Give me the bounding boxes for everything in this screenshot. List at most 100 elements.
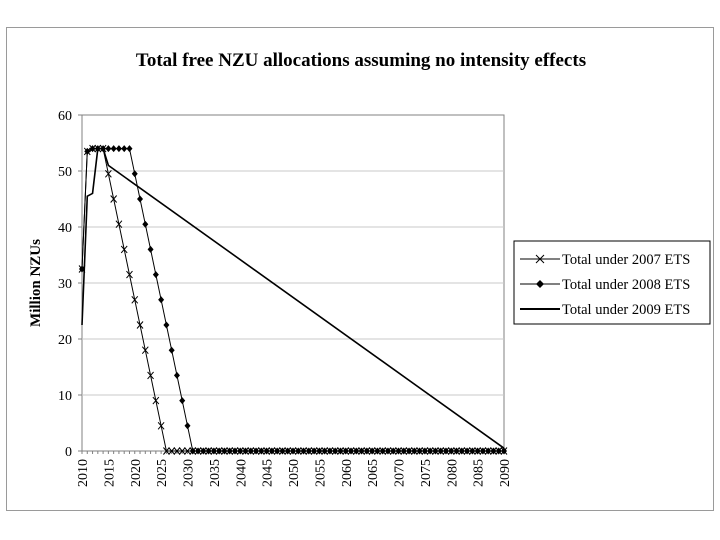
legend-label-2007: Total under 2007 ETS <box>562 252 690 268</box>
x-tick-label: 2065 <box>366 459 381 487</box>
data-point-diamond <box>274 447 281 455</box>
data-point-diamond <box>184 422 191 430</box>
x-tick-label: 2085 <box>472 459 487 487</box>
legend-label-2008: Total under 2008 ETS <box>562 277 690 293</box>
y-tick-label: 50 <box>58 165 72 180</box>
data-point-diamond <box>221 447 228 455</box>
data-point-diamond <box>479 447 486 455</box>
data-point-diamond <box>437 447 444 455</box>
data-point-diamond <box>131 170 138 178</box>
data-point-diamond <box>453 447 460 455</box>
data-point-diamond <box>458 447 465 455</box>
x-tick-label: 2020 <box>129 459 144 487</box>
data-point-diamond <box>374 447 381 455</box>
x-tick-label: 2090 <box>498 459 513 487</box>
data-point-diamond <box>411 447 418 455</box>
data-point-diamond <box>406 447 413 455</box>
data-point-diamond <box>110 145 117 153</box>
series-2 <box>79 145 507 455</box>
data-point-diamond <box>205 447 212 455</box>
x-tick-label: 2040 <box>234 459 249 487</box>
legend-box <box>513 240 711 325</box>
data-point-diamond <box>226 447 233 455</box>
data-point-diamond <box>332 447 339 455</box>
data-point-x <box>173 447 181 455</box>
data-point-diamond <box>268 447 275 455</box>
data-point-x <box>152 396 160 405</box>
data-point-x <box>136 321 144 329</box>
data-point-x <box>120 245 128 254</box>
data-point-diamond <box>179 397 186 405</box>
data-point-x <box>178 447 186 455</box>
x-tick-label: 2025 <box>155 459 170 487</box>
x-tick-label: 2060 <box>340 459 355 487</box>
data-point-diamond <box>395 447 402 455</box>
legend-label-2009: Total under 2009 ETS <box>562 302 690 318</box>
data-point-diamond <box>231 447 238 455</box>
x-tick-label: 2055 <box>313 459 328 487</box>
data-point-diamond <box>105 145 112 153</box>
data-point-diamond <box>384 447 391 455</box>
data-point-diamond <box>464 447 471 455</box>
x-tick-label: 2035 <box>208 459 223 487</box>
data-point-x <box>168 447 176 455</box>
data-point-diamond <box>126 145 133 153</box>
legend-diamond-marker-icon <box>536 280 544 288</box>
data-point-diamond <box>137 195 144 203</box>
data-point-diamond <box>147 245 154 253</box>
data-point-diamond <box>495 447 502 455</box>
data-point-diamond <box>237 447 244 455</box>
x-tick-label: 2070 <box>393 459 408 487</box>
legend-item-2007: Total under 2007 ETS <box>520 252 690 268</box>
data-point-diamond <box>337 447 344 455</box>
data-point-diamond <box>442 447 449 455</box>
data-point-diamond <box>342 447 349 455</box>
legend-item-2008: Total under 2008 ETS <box>520 277 690 293</box>
y-tick-label: 40 <box>58 221 72 236</box>
data-point-diamond <box>369 447 376 455</box>
gridlines <box>82 170 504 396</box>
data-point-x <box>157 421 165 430</box>
data-point-diamond <box>432 447 439 455</box>
data-point-diamond <box>416 447 423 455</box>
data-point-x <box>131 295 139 304</box>
data-point-diamond <box>242 447 249 455</box>
y-tick-label: 30 <box>58 277 72 292</box>
data-point-diamond <box>326 447 333 455</box>
data-point-diamond <box>469 447 476 455</box>
data-point-x <box>115 220 123 229</box>
data-point-diamond <box>474 447 481 455</box>
data-point-diamond <box>121 145 128 153</box>
data-point-diamond <box>247 447 254 455</box>
series-layer <box>78 144 508 455</box>
data-point-diamond <box>216 447 223 455</box>
x-tick-label: 2080 <box>445 459 460 487</box>
y-tick-label: 60 <box>58 109 72 124</box>
series-line <box>81 147 505 449</box>
legend: Total under 2007 ETS Total under 2008 ET… <box>513 240 711 325</box>
data-point-diamond <box>358 447 365 455</box>
x-tick-label: 2010 <box>76 459 91 487</box>
data-point-diamond <box>152 271 159 279</box>
data-point-diamond <box>173 371 180 379</box>
data-point-diamond <box>321 447 328 455</box>
data-point-diamond <box>448 447 455 455</box>
data-point-diamond <box>200 447 207 455</box>
legend-item-2009: Total under 2009 ETS <box>520 302 690 318</box>
data-point-x <box>126 270 133 279</box>
x-tick-label: 2075 <box>419 459 434 487</box>
data-point-diamond <box>210 447 217 455</box>
data-point-diamond <box>158 296 165 304</box>
data-point-x <box>184 447 191 455</box>
y-axis-ticks: 0 10 20 30 40 50 60 <box>58 109 82 460</box>
x-tick-label: 2045 <box>261 459 276 487</box>
data-point-x <box>110 195 118 203</box>
data-point-x <box>104 169 112 178</box>
data-point-diamond <box>501 447 507 455</box>
data-point-diamond <box>189 447 196 455</box>
data-point-diamond <box>284 447 291 455</box>
chart-title: Total free NZU allocations assuming no i… <box>136 50 586 71</box>
data-point-diamond <box>400 447 407 455</box>
data-point-x <box>163 447 170 455</box>
data-point-diamond <box>363 447 370 455</box>
